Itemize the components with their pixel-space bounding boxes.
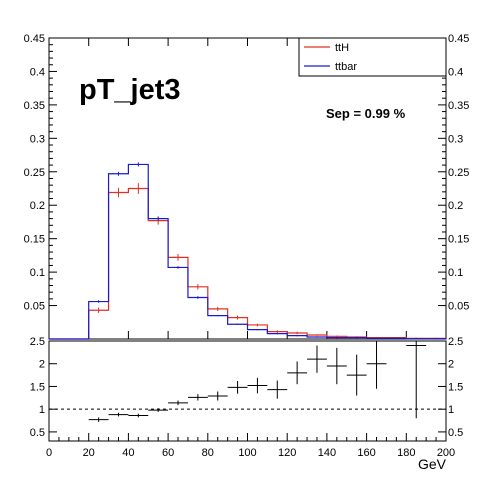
series-step-ttbar (49, 163, 447, 340)
top-panel: 0.05 0.05 0.1 0.1 0.15 0.15 0.2 0.2 0.25 0.25 0.3 0… (24, 33, 469, 340)
ratio-y-tick-label-left: 1.5 (30, 381, 45, 393)
chart-title: pT_jet3 (79, 74, 181, 106)
top-y-tick-label-right: 0.45 (448, 33, 469, 45)
top-y-tick-label-left: 0.2 (30, 200, 45, 212)
top-y-tick-label-left: 0.3 (30, 133, 45, 145)
top-axes: 0.05 0.05 0.1 0.1 0.15 0.15 0.2 0.2 0.25 0.25 0.3 0… (24, 33, 469, 339)
top-y-tick-label-left: 0.35 (24, 100, 45, 112)
ratio-x-tick-label: 120 (278, 447, 296, 459)
top-y-tick-label-left: 0.05 (24, 301, 45, 313)
separation-annotation: Sep = 0.99 % (326, 106, 406, 121)
ratio-panel: 0.5 0.5 1 1 1.5 1.5 2 2 2.5 2.5 0 20 40 60 80 100 120 140… (30, 336, 464, 472)
x-axis-label: GeV (418, 456, 447, 472)
top-y-tick-label-right: 0.35 (448, 100, 469, 112)
ratio-points-layer (88, 341, 427, 422)
top-y-tick-label-right: 0.3 (448, 133, 463, 145)
ratio-x-tick-label: 140 (318, 447, 336, 459)
legend-label-tth: ttH (335, 42, 349, 54)
ratio-y-tick-label-right: 2 (448, 359, 454, 371)
top-y-tick-label-right: 0.2 (448, 200, 463, 212)
ratio-plot-frame (48, 340, 447, 442)
top-y-tick-label-left: 0.4 (30, 66, 45, 78)
ratio-x-tick-label: 20 (83, 447, 95, 459)
ratio-y-tick-label-left: 0.5 (30, 427, 45, 439)
ratio-axes: 0.5 0.5 1 1 1.5 1.5 2 2 2.5 2.5 0 20 40 60 80 100 120 140… (30, 336, 464, 459)
top-y-tick-label-left: 0.1 (30, 267, 45, 279)
legend-label-ttbar: ttbar (335, 61, 357, 73)
ratio-y-tick-label-left: 2 (39, 359, 45, 371)
top-y-tick-label-right: 0.25 (448, 167, 469, 179)
ratio-y-tick-label-right: 1 (448, 404, 454, 416)
top-y-tick-label-right: 0.1 (448, 267, 463, 279)
top-y-tick-label-left: 0.45 (24, 33, 45, 45)
ratio-x-tick-label: 200 (437, 447, 455, 459)
top-y-tick-label-right: 0.15 (448, 234, 469, 246)
ratio-x-tick-label: 0 (46, 447, 52, 459)
ratio-x-tick-label: 100 (238, 447, 256, 459)
top-y-tick-label-left: 0.15 (24, 234, 45, 246)
ratio-x-tick-label: 180 (397, 447, 415, 459)
legend-box (298, 37, 447, 77)
top-series-layer (49, 162, 447, 340)
ratio-x-tick-label: 160 (357, 447, 375, 459)
ratio-x-tick-label: 60 (162, 447, 174, 459)
legend: ttH ttbar (298, 37, 447, 77)
ratio-y-tick-label-right: 2.5 (448, 336, 463, 348)
ratio-x-tick-label: 80 (202, 447, 214, 459)
ratio-x-tick-label: 40 (122, 447, 134, 459)
top-y-tick-label-right: 0.05 (448, 301, 469, 313)
ratio-y-tick-label-right: 0.5 (448, 427, 463, 439)
ratio-y-tick-label-left: 1 (39, 404, 45, 416)
ratio-y-tick-label-left: 2.5 (30, 336, 45, 348)
ratio-y-tick-label-right: 1.5 (448, 381, 463, 393)
top-y-tick-label-left: 0.25 (24, 167, 45, 179)
top-y-tick-label-right: 0.4 (448, 66, 463, 78)
